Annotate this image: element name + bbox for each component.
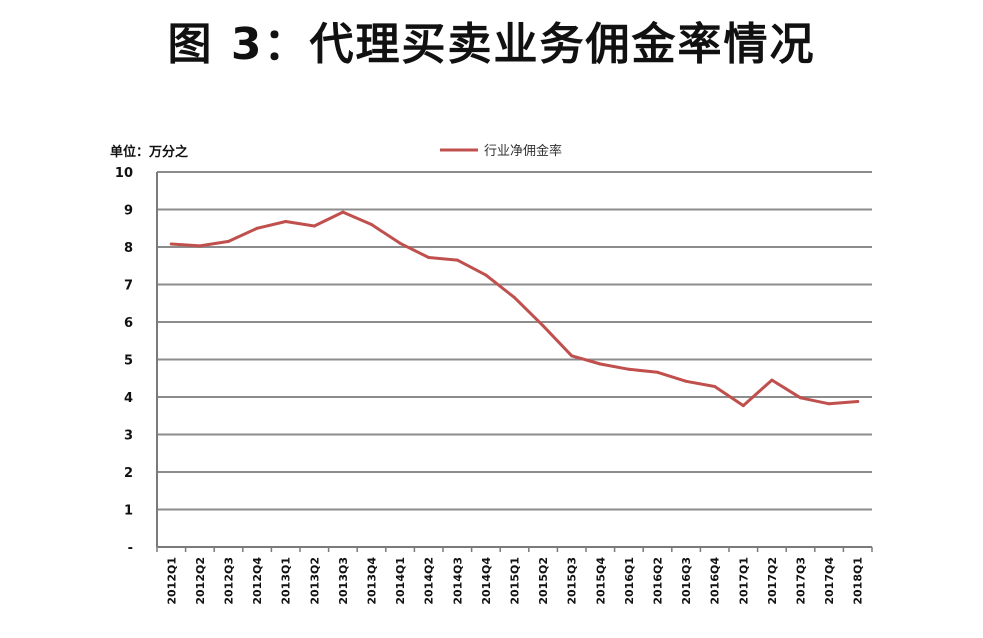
series-line (169, 210, 860, 408)
x-tick-label: 2017Q2 (766, 557, 779, 605)
data-point (627, 367, 631, 371)
y-tick-label: - (128, 541, 133, 556)
x-tick-label: 2017Q3 (795, 557, 808, 605)
y-tick-label: 7 (124, 279, 133, 294)
figure-title: 图 3：代理买卖业务佣金率情况 (167, 19, 816, 70)
x-tick-label: 2018Q1 (852, 557, 865, 605)
data-point (370, 223, 373, 226)
data-point (427, 256, 431, 259)
x-tick-label: 2013Q2 (308, 557, 321, 605)
data-point (341, 210, 345, 214)
x-tick-label: 2013Q4 (366, 557, 379, 605)
x-tick-label: 2014Q3 (451, 557, 464, 605)
y-tick-label: 3 (124, 429, 133, 444)
axis-lines (156, 172, 873, 552)
x-tick-label: 2015Q1 (509, 557, 522, 605)
legend-label: 行业净佣金率 (484, 143, 562, 159)
unit-label: 单位：万分之 (110, 144, 188, 160)
data-point (312, 224, 316, 228)
x-tick-label: 2016Q3 (680, 557, 693, 605)
data-point (598, 362, 602, 366)
x-axis-ticks: 2012Q1 2012Q2 2012Q3 2012Q4 2013Q1 2013Q2 2013… (165, 557, 864, 605)
data-point (198, 244, 202, 248)
x-tick-label: 2012Q1 (165, 557, 178, 605)
x-tick-label: 2014Q1 (394, 557, 407, 605)
x-tick-label: 2014Q2 (423, 557, 436, 605)
x-tick-label: 2016Q1 (623, 557, 636, 605)
data-point (541, 324, 545, 328)
data-point (656, 370, 659, 374)
y-tick-label: 10 (115, 166, 133, 181)
y-tick-label: 5 (124, 354, 133, 369)
data-point (713, 385, 717, 388)
data-point (570, 354, 574, 358)
y-axis-ticks: - 1 2 3 4 5 6 7 8 9 10 (115, 166, 133, 556)
data-point (741, 404, 745, 408)
data-point (455, 258, 459, 262)
y-tick-label: 4 (124, 391, 133, 406)
x-tick-label: 2013Q3 (337, 557, 350, 605)
data-point (684, 379, 688, 383)
y-tick-label: 8 (124, 241, 133, 256)
data-point (770, 378, 774, 382)
grid-lines (157, 171, 872, 511)
x-tick-label: 2016Q2 (652, 557, 665, 605)
legend: 行业净佣金率 (440, 143, 562, 159)
x-tick-label: 2015Q4 (594, 557, 607, 605)
series-layer (169, 210, 860, 408)
data-point (856, 400, 860, 403)
x-tick-label: 2013Q1 (280, 557, 293, 605)
y-tick-label: 2 (124, 466, 133, 481)
x-tick-label: 2014Q4 (480, 557, 493, 605)
x-tick-label: 2017Q4 (823, 557, 836, 605)
x-tick-label: 2015Q3 (566, 557, 579, 605)
data-point (513, 296, 516, 300)
y-tick-label: 9 (124, 204, 133, 219)
x-tick-label: 2017Q1 (737, 557, 750, 605)
data-point (227, 239, 230, 243)
x-tick-label: 2016Q4 (709, 557, 722, 605)
data-point (398, 241, 402, 245)
y-tick-label: 6 (124, 316, 133, 331)
x-tick-label: 2012Q4 (251, 557, 264, 605)
y-tick-label: 1 (124, 504, 133, 519)
data-point (827, 402, 831, 406)
x-tick-label: 2015Q2 (537, 557, 550, 605)
data-point (169, 242, 173, 246)
x-tick-label: 2012Q2 (194, 557, 207, 605)
data-point (484, 273, 488, 277)
data-point (255, 226, 259, 230)
data-point (284, 220, 288, 223)
x-tick-label: 2012Q3 (223, 557, 236, 605)
data-point (799, 396, 802, 400)
